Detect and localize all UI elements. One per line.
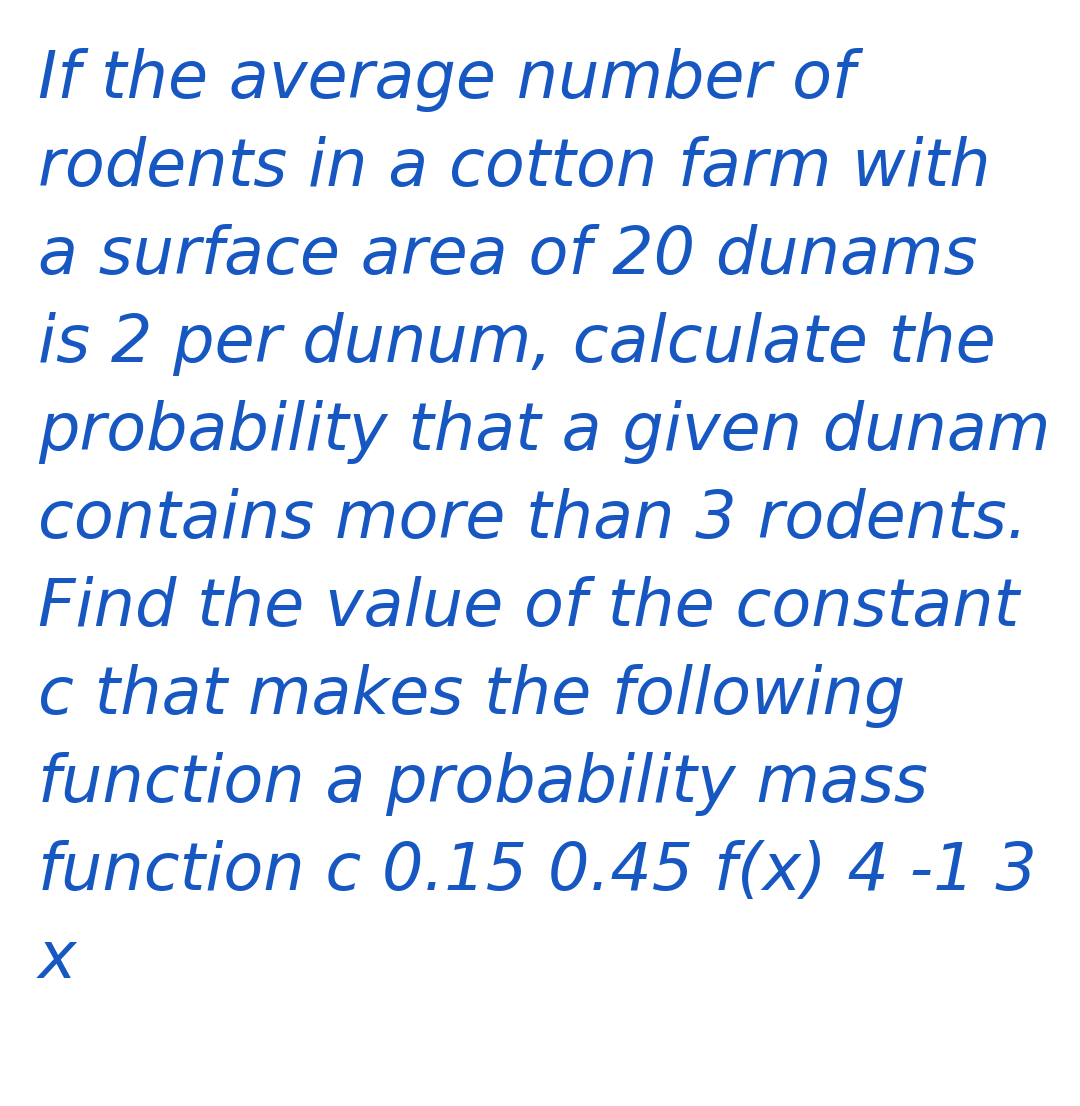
Text: If the average number of: If the average number of [38, 48, 855, 112]
Text: probability that a given dunam: probability that a given dunam [38, 400, 1051, 465]
Text: function c 0.15 0.45 f(x) 4 -1 3: function c 0.15 0.45 f(x) 4 -1 3 [38, 839, 1037, 904]
Text: Find the value of the constant: Find the value of the constant [38, 576, 1020, 640]
Text: rodents in a cotton farm with: rodents in a cotton farm with [38, 136, 990, 200]
Text: function a probability mass: function a probability mass [38, 752, 928, 816]
Text: a surface area of 20 dunams: a surface area of 20 dunams [38, 225, 977, 288]
Text: is 2 per dunum, calculate the: is 2 per dunum, calculate the [38, 312, 996, 376]
Text: x: x [38, 928, 77, 992]
Text: c that makes the following: c that makes the following [38, 664, 905, 728]
Text: contains more than 3 rodents.: contains more than 3 rodents. [38, 488, 1027, 552]
